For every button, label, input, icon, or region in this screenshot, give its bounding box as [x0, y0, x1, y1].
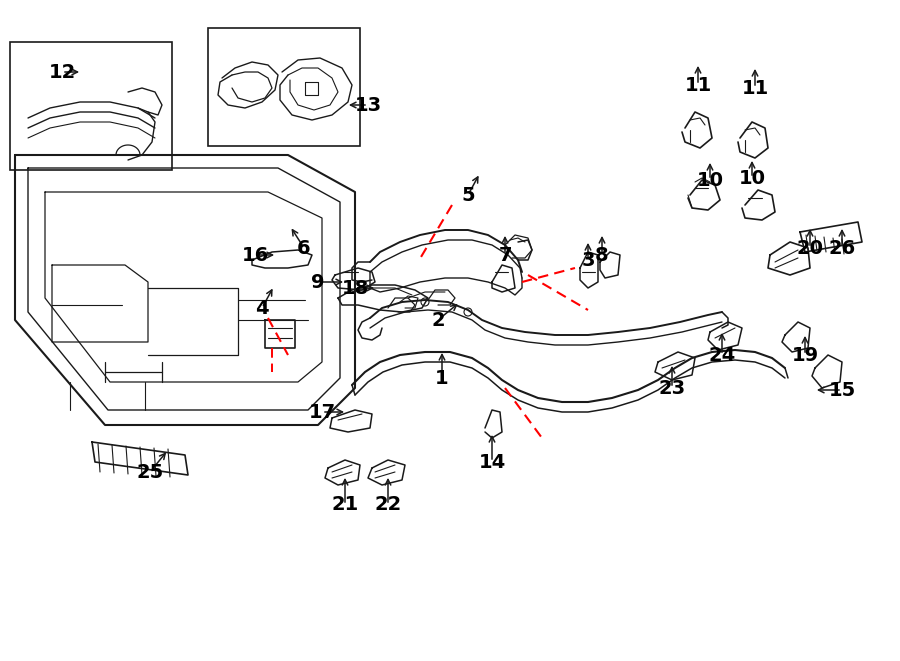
- Text: 22: 22: [374, 496, 401, 514]
- Text: 13: 13: [355, 95, 382, 114]
- Text: 1: 1: [436, 368, 449, 387]
- Text: 26: 26: [828, 239, 856, 258]
- Text: 4: 4: [256, 299, 269, 317]
- Text: 17: 17: [309, 403, 336, 422]
- Text: 9: 9: [311, 272, 325, 292]
- Text: 14: 14: [479, 453, 506, 471]
- Text: 19: 19: [791, 346, 819, 364]
- Text: 8: 8: [595, 245, 608, 264]
- Text: 3: 3: [581, 251, 595, 270]
- Text: 2: 2: [431, 311, 445, 329]
- Text: 24: 24: [708, 346, 735, 364]
- Text: 20: 20: [796, 239, 824, 258]
- Bar: [10, 42, 172, 170]
- Text: 15: 15: [828, 381, 856, 399]
- Text: 16: 16: [241, 245, 268, 264]
- Text: 5: 5: [461, 186, 475, 204]
- Text: 11: 11: [684, 75, 712, 95]
- Text: 7: 7: [499, 245, 512, 264]
- Text: 11: 11: [742, 79, 769, 98]
- Text: 25: 25: [137, 463, 164, 481]
- Bar: [208, 28, 360, 146]
- Text: 10: 10: [739, 169, 766, 188]
- Text: 6: 6: [297, 239, 310, 258]
- Text: 12: 12: [49, 63, 76, 81]
- Text: 23: 23: [659, 379, 686, 397]
- Text: 10: 10: [697, 171, 724, 190]
- Text: 18: 18: [341, 278, 369, 297]
- Text: 21: 21: [331, 496, 358, 514]
